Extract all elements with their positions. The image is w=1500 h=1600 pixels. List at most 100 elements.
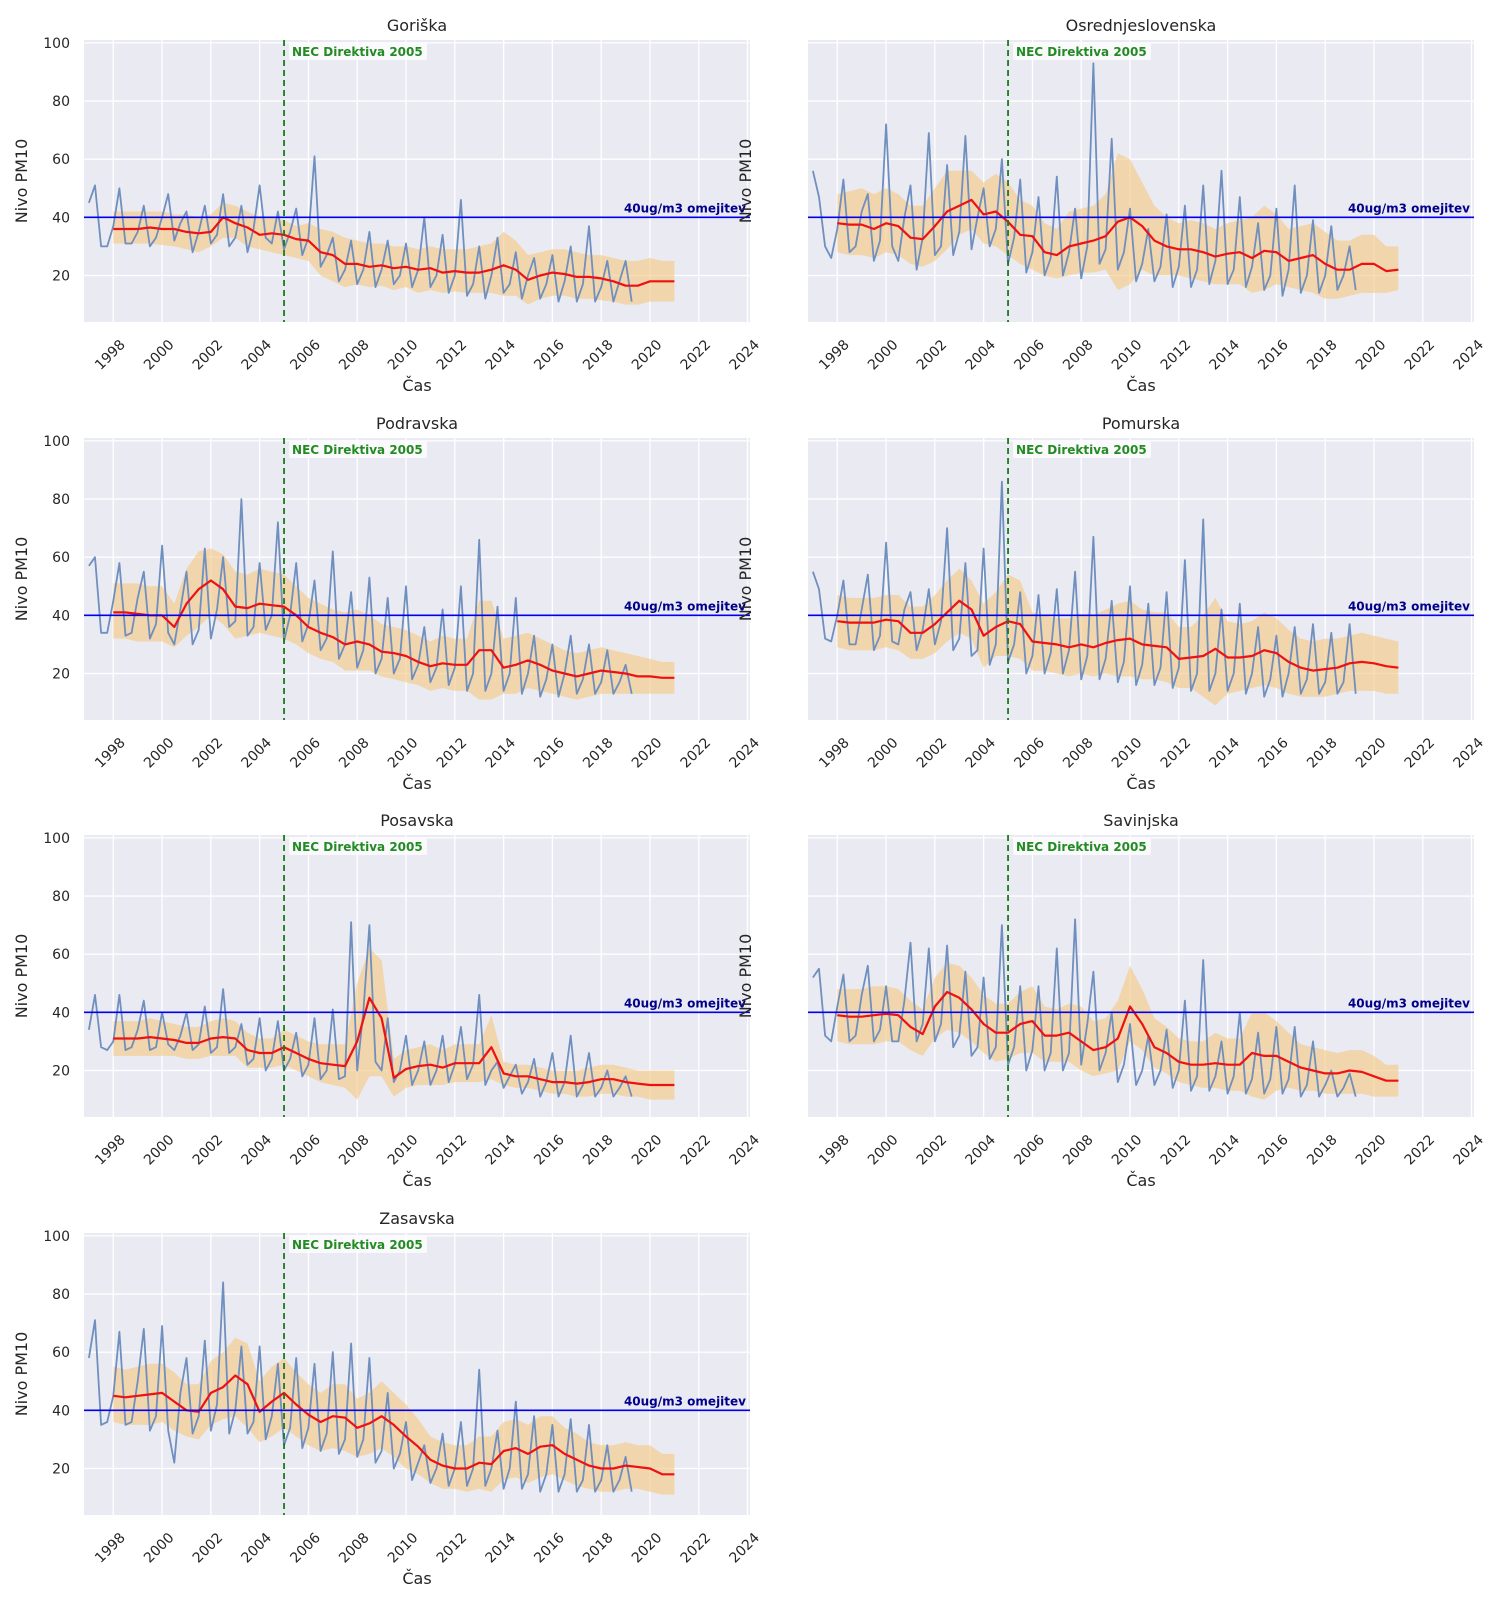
range-band <box>837 962 1399 1100</box>
x-tick-label: 2012 <box>1158 1132 1195 1169</box>
x-tick-label: 2018 <box>1304 337 1341 374</box>
x-tick-label: 2014 <box>483 1132 520 1169</box>
x-tick-label: 2024 <box>1450 1132 1487 1169</box>
y-tick-label: 40 <box>52 608 70 624</box>
panel-title: Podravska <box>376 414 458 433</box>
panel-title: Pomurska <box>1102 414 1180 433</box>
y-tick-label: 100 <box>43 831 70 847</box>
x-tick-label: 1998 <box>92 1530 129 1567</box>
x-tick-label: 2020 <box>629 1132 666 1169</box>
y-tick-label: 20 <box>52 1461 70 1477</box>
plot-area <box>812 62 1399 299</box>
x-tick-label: 2012 <box>434 337 471 374</box>
x-tick-label: 2018 <box>580 1530 617 1567</box>
y-tick-label: 60 <box>52 550 70 566</box>
directive-label: NEC Direktiva 2005 <box>292 840 423 854</box>
chart-panel: 40ug/m3 omejitev NEC Direktiva 2005 Savinj… <box>736 811 1487 1190</box>
y-axis-label: Nivo PM10 <box>12 934 31 1019</box>
panel-title: Zasavska <box>379 1209 455 1228</box>
y-axis-label: Nivo PM10 <box>12 537 31 622</box>
x-tick-label: 2022 <box>678 1530 715 1567</box>
x-tick-label: 2000 <box>141 337 178 374</box>
x-tick-label: 2006 <box>287 735 324 772</box>
y-axis-label: Nivo PM10 <box>736 139 755 224</box>
x-tick-label: 2012 <box>434 1132 471 1169</box>
x-tick-label: 2000 <box>141 1132 178 1169</box>
x-tick-label: 2012 <box>434 735 471 772</box>
x-tick-label: 2010 <box>385 735 422 772</box>
x-axis-label: Čas <box>402 774 431 793</box>
x-tick-label: 2018 <box>1304 735 1341 772</box>
x-axis-label: Čas <box>1126 774 1155 793</box>
directive-label-box <box>289 43 428 60</box>
rolling-mean-line <box>837 990 1399 1082</box>
x-axis-label: Čas <box>1126 1171 1155 1190</box>
y-tick-label: 100 <box>43 434 70 450</box>
x-tick-label: 2016 <box>531 1132 568 1169</box>
chart-panel: 40ug/m3 omejitev NEC Direktiva 2005 Podrav… <box>12 414 763 793</box>
x-tick-label: 2018 <box>580 337 617 374</box>
x-tick-label: 2022 <box>1402 337 1439 374</box>
x-tick-label: 2002 <box>190 735 227 772</box>
x-tick-label: 2010 <box>1109 337 1146 374</box>
x-tick-label: 2000 <box>865 1132 902 1169</box>
x-tick-label: 2024 <box>1450 337 1487 374</box>
x-tick-label: 2002 <box>914 735 951 772</box>
x-tick-label: 2004 <box>239 1132 276 1169</box>
range-band <box>113 948 675 1100</box>
x-tick-label: 2010 <box>1109 735 1146 772</box>
x-tick-label: 2022 <box>678 735 715 772</box>
x-tick-label: 1998 <box>816 337 853 374</box>
chart-panel: 40ug/m3 omejitev NEC Direktiva 2005 Gorišk… <box>12 16 763 395</box>
x-tick-label: 2000 <box>865 337 902 374</box>
directive-label-box <box>289 441 428 458</box>
x-tick-label: 2008 <box>336 1530 373 1567</box>
chart-panel: 40ug/m3 omejitev NEC Direktiva 2005 Posavs… <box>12 811 763 1190</box>
x-tick-label: 2024 <box>726 1132 763 1169</box>
x-tick-label: 2002 <box>914 337 951 374</box>
x-tick-label: 2004 <box>963 735 1000 772</box>
monthly-series-line <box>88 921 633 1098</box>
y-tick-label: 100 <box>43 36 70 52</box>
y-tick-label: 40 <box>52 210 70 226</box>
x-tick-label: 2012 <box>1158 337 1195 374</box>
y-axis-label: Nivo PM10 <box>736 537 755 622</box>
x-tick-label: 2012 <box>434 1530 471 1567</box>
x-tick-label: 2000 <box>141 1530 178 1567</box>
x-tick-label: 2014 <box>1207 735 1244 772</box>
y-tick-label: 20 <box>52 1063 70 1079</box>
chart-panel: 40ug/m3 omejitev NEC Direktiva 2005 Osredn… <box>736 16 1487 395</box>
x-tick-label: 2024 <box>726 1530 763 1567</box>
plot-area <box>88 921 675 1100</box>
directive-label: NEC Direktiva 2005 <box>292 45 423 59</box>
x-tick-label: 1998 <box>816 1132 853 1169</box>
x-tick-label: 1998 <box>92 735 129 772</box>
y-axis-label: Nivo PM10 <box>12 139 31 224</box>
x-tick-label: 2016 <box>1255 337 1292 374</box>
limit-label: 40ug/m3 omejitev <box>1348 599 1470 613</box>
directive-label: NEC Direktiva 2005 <box>1016 840 1147 854</box>
directive-label: NEC Direktiva 2005 <box>292 1238 423 1252</box>
rolling-mean-line <box>837 599 1399 672</box>
y-tick-label: 80 <box>52 1287 70 1303</box>
x-tick-label: 2020 <box>1353 1132 1390 1169</box>
directive-label: NEC Direktiva 2005 <box>1016 45 1147 59</box>
x-tick-label: 2014 <box>483 337 520 374</box>
chart-panel: 40ug/m3 omejitev NEC Direktiva 2005 Pomurs… <box>736 414 1487 793</box>
y-tick-label: 80 <box>52 94 70 110</box>
range-band <box>837 153 1399 299</box>
monthly-series-line <box>812 62 1357 297</box>
x-tick-label: 2006 <box>287 1132 324 1169</box>
panel-title: Osrednjeslovenska <box>1066 16 1217 35</box>
plot-area <box>812 918 1399 1100</box>
x-tick-label: 2010 <box>385 337 422 374</box>
x-tick-label: 2024 <box>726 735 763 772</box>
x-tick-label: 2020 <box>1353 337 1390 374</box>
limit-label: 40ug/m3 omejitev <box>1348 201 1470 215</box>
x-tick-label: 2014 <box>1207 337 1244 374</box>
y-tick-label: 60 <box>52 152 70 168</box>
x-tick-label: 2018 <box>580 735 617 772</box>
y-tick-label: 100 <box>43 1229 70 1245</box>
directive-label-box <box>289 1236 428 1253</box>
x-tick-label: 2004 <box>239 735 276 772</box>
